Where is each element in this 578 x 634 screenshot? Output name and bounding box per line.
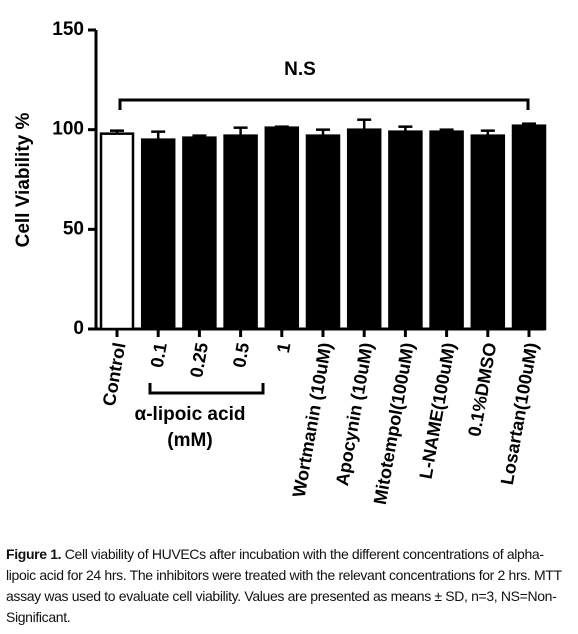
- x-tick-label: Wortmanin (10uM): [289, 341, 336, 499]
- x-tick-label: Losartan(100uM): [497, 341, 542, 486]
- bar: [429, 130, 464, 331]
- bar: [223, 134, 258, 331]
- bar: [140, 138, 176, 331]
- caption: Figure 1. Cell viability of HUVECs after…: [6, 544, 572, 628]
- group-label: (mM): [167, 430, 212, 451]
- y-tick-label: 150: [52, 19, 84, 40]
- bar: [305, 134, 341, 331]
- bar: [388, 130, 423, 331]
- y-tick-label: 50: [63, 218, 84, 239]
- caption-label: Figure 1.: [6, 546, 62, 562]
- x-tick-label: Control: [99, 341, 130, 407]
- annotation: N.S: [284, 59, 316, 80]
- x-tick-label: L-NAME(100uM): [416, 341, 460, 480]
- x-tick-label: 0.1: [147, 341, 171, 369]
- bar: [346, 128, 382, 331]
- caption-text: Cell viability of HUVECs after incubatio…: [6, 546, 562, 625]
- bar: [182, 136, 217, 331]
- x-tick-label: Mitotempol(100uM): [370, 341, 418, 506]
- y-axis-label: Cell Viability %: [13, 112, 34, 247]
- bar: [99, 132, 135, 331]
- significance-bracket: [118, 98, 530, 110]
- bar: [470, 134, 506, 331]
- x-tick-label: 0.1%DMSO: [464, 341, 500, 438]
- chart: Cell Viability % N.S α-lipoic acid (mM) …: [13, 19, 547, 506]
- x-tick-label: 0.5: [229, 341, 253, 369]
- y-tick-label: 100: [52, 119, 84, 140]
- group-bracket: [148, 383, 265, 395]
- y-tick-label: 0: [73, 318, 84, 339]
- x-tick-label: 0.25: [186, 341, 212, 379]
- x-tick-label: 1: [273, 341, 294, 354]
- bar: [511, 124, 547, 331]
- bar: [264, 126, 300, 331]
- x-tick-label: Apocynin (10uM): [332, 341, 377, 487]
- group-label: α-lipoic acid: [135, 404, 246, 425]
